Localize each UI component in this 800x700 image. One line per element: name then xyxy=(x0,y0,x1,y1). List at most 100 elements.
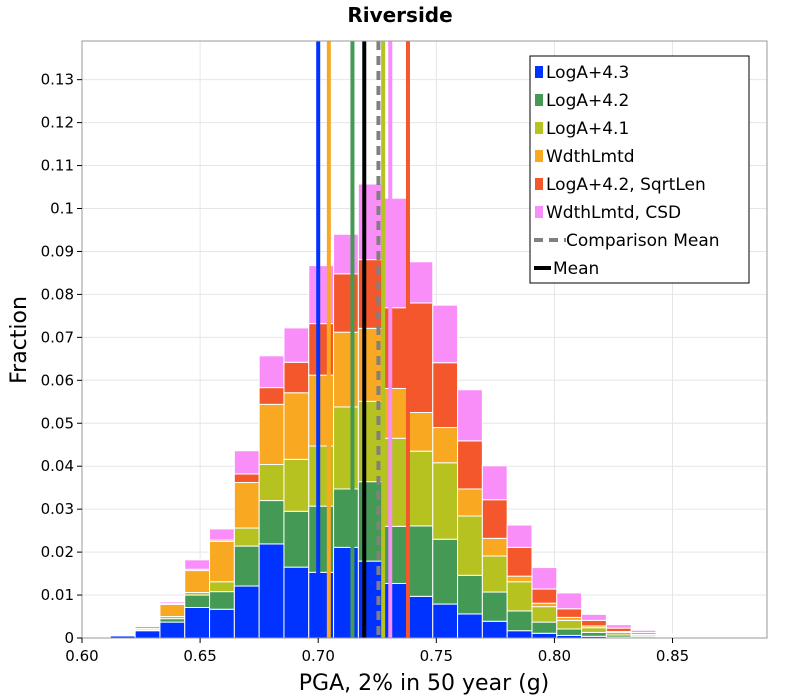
bar-5-bin-7 xyxy=(233,473,260,484)
bar-2-bin-6 xyxy=(209,591,235,610)
x-axis-label: PGA, 2% in 50 year (g) xyxy=(299,671,550,696)
bar-2-bin-20 xyxy=(556,628,583,636)
bar-2-bin-21 xyxy=(581,631,607,637)
bar-5-bin-19 xyxy=(531,588,558,604)
bar-2-bin-14 xyxy=(407,525,434,597)
bar-5-bin-15 xyxy=(432,362,459,429)
bar-6-bin-21 xyxy=(581,613,607,621)
legend-label: Mean xyxy=(553,259,599,279)
x-tick-label: 0.60 xyxy=(65,647,98,665)
y-tick-label: 0.07 xyxy=(41,328,74,346)
bar-4-bin-4 xyxy=(159,603,186,618)
bar-4-bin-16 xyxy=(457,488,483,517)
bar-6-bin-23 xyxy=(630,629,657,633)
y-tick-label: 0.04 xyxy=(41,457,74,475)
bar-6-bin-20 xyxy=(556,592,583,610)
bar-4-bin-6 xyxy=(209,540,235,583)
bar-1-bin-3 xyxy=(134,630,161,639)
bar-1-bin-19 xyxy=(531,632,558,639)
bar-3-bin-17 xyxy=(481,555,508,593)
bar-6-bin-3 xyxy=(134,624,161,627)
bar-3-bin-8 xyxy=(258,463,285,502)
bar-6-bin-8 xyxy=(258,355,285,389)
y-tick-label: 0.02 xyxy=(41,543,74,561)
bar-1-bin-15 xyxy=(432,603,459,639)
y-tick-label: 0.06 xyxy=(41,371,74,389)
legend-swatch xyxy=(535,150,543,162)
bar-3-bin-16 xyxy=(457,515,483,576)
bar-1-bin-9 xyxy=(283,566,310,639)
bar-2-bin-15 xyxy=(432,538,459,605)
bar-4-bin-17 xyxy=(481,537,508,557)
y-tick-label: 0 xyxy=(64,629,74,647)
y-axis-label: Fraction xyxy=(7,296,32,384)
x-tick-label: 0.85 xyxy=(656,647,689,665)
bar-3-bin-18 xyxy=(506,581,533,612)
bar-4-bin-11 xyxy=(333,331,359,408)
y-tick-label: 0.11 xyxy=(41,157,74,175)
bar-5-bin-18 xyxy=(506,546,533,577)
bar-6-bin-19 xyxy=(531,567,558,590)
bar-6-bin-13 xyxy=(382,197,409,309)
bar-2-bin-8 xyxy=(258,500,285,545)
bar-6-bin-18 xyxy=(506,524,533,548)
bar-3-bin-9 xyxy=(283,458,310,512)
legend-swatch xyxy=(535,94,543,106)
bar-4-bin-8 xyxy=(258,403,285,465)
bar-2-bin-17 xyxy=(481,591,508,622)
bar-5-bin-20 xyxy=(556,608,583,618)
y-tick-label: 0.03 xyxy=(41,500,74,518)
legend-label: LogA+4.1 xyxy=(546,119,629,139)
x-tick-label: 0.70 xyxy=(302,647,335,665)
bar-1-bin-17 xyxy=(481,620,508,639)
bar-4-bin-9 xyxy=(283,392,310,460)
bar-1-bin-16 xyxy=(457,613,483,639)
bar-3-bin-11 xyxy=(333,406,359,490)
bar-3-bin-15 xyxy=(432,462,459,540)
legend: LogA+4.3 LogA+4.2 LogA+4.1 WdthLmtd LogA+4.2… xyxy=(529,55,750,284)
bar-3-bin-14 xyxy=(407,450,434,527)
bar-6-bin-17 xyxy=(481,465,508,501)
bar-3-bin-21 xyxy=(581,627,607,633)
bar-6-bin-24 xyxy=(655,633,682,636)
bar-2-bin-7 xyxy=(233,545,260,587)
x-axis-ticks: 0.60 0.65 0.70 0.75 0.80 0.85 xyxy=(65,638,689,665)
bar-1-bin-14 xyxy=(407,595,434,639)
bar-4-bin-18 xyxy=(506,575,533,583)
bar-4-bin-13 xyxy=(382,387,409,439)
bar-1-bin-6 xyxy=(209,608,235,639)
bar-2-bin-13 xyxy=(382,525,409,584)
bar-2-bin-9 xyxy=(283,510,310,568)
bar-5-bin-8 xyxy=(258,387,285,405)
plot-area-frame xyxy=(81,40,768,639)
mean-lines-group xyxy=(316,41,410,638)
bar-6-bin-5 xyxy=(184,559,211,570)
legend-label: Comparison Mean xyxy=(566,231,720,251)
bar-3-bin-13 xyxy=(382,437,409,527)
bar-1-bin-4 xyxy=(159,621,186,639)
legend-frame xyxy=(529,55,750,284)
y-tick-label: 0.09 xyxy=(41,242,74,260)
bar-5-bin-16 xyxy=(457,440,483,490)
bar-6-bin-6 xyxy=(209,528,235,541)
y-tick-label: 0.1 xyxy=(50,200,74,218)
legend-swatch xyxy=(535,178,543,190)
bar-2-bin-4 xyxy=(159,618,186,623)
legend-label: WdthLmtd xyxy=(546,147,635,167)
legend-label: WdthLmtd, CSD xyxy=(546,203,681,223)
bar-2-bin-19 xyxy=(531,621,558,634)
bar-4-bin-5 xyxy=(184,570,211,593)
bar-1-bin-7 xyxy=(233,585,260,639)
y-tick-label: 0.12 xyxy=(41,114,74,132)
bar-3-bin-20 xyxy=(556,619,583,630)
y-tick-label: 0.13 xyxy=(41,71,74,89)
bar-4-bin-19 xyxy=(531,602,558,608)
bar-6-bin-9 xyxy=(283,327,310,363)
bar-1-bin-11 xyxy=(333,546,359,639)
bar-1-bin-13 xyxy=(382,582,409,639)
legend-swatch xyxy=(535,206,543,218)
bar-4-bin-15 xyxy=(432,427,459,464)
y-tick-label: 0.08 xyxy=(41,285,74,303)
bar-5-bin-14 xyxy=(407,302,434,414)
legend-swatch xyxy=(535,122,543,134)
